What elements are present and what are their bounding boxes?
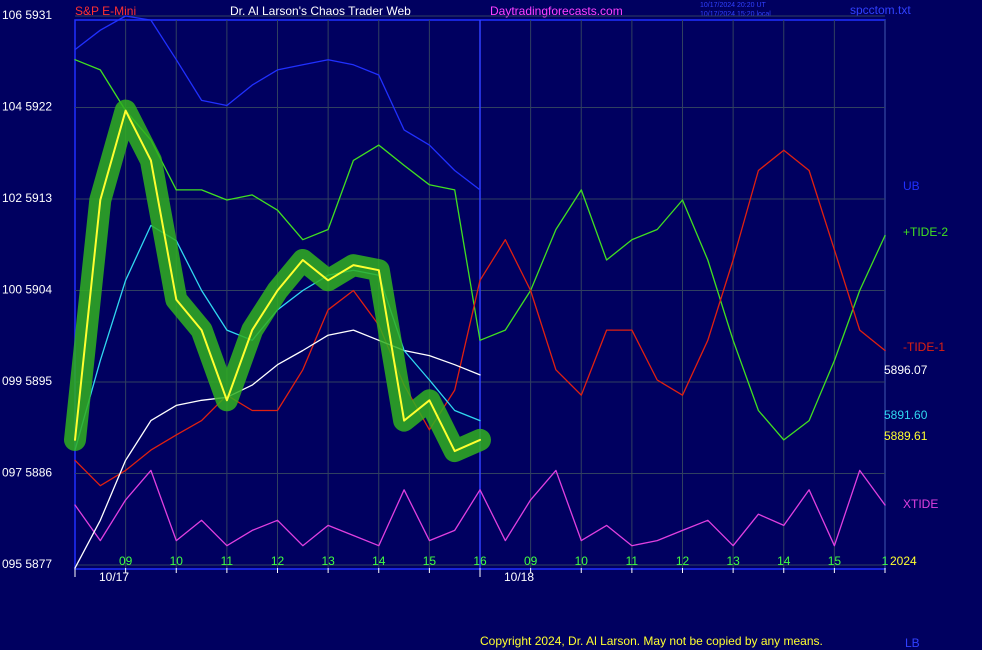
series-line <box>74 469 886 547</box>
timestamp: 10/17/2024 20:20 UT <box>700 2 766 9</box>
x-tick-label: 09 <box>119 554 133 568</box>
y-tick-label: 104 5922 <box>2 100 52 114</box>
x-tick-label: 13 <box>321 554 335 568</box>
x-tick-label: 11 <box>221 554 234 568</box>
x-tick-label: 14 <box>372 554 386 568</box>
y-tick-label: 099 5895 <box>2 374 52 388</box>
year-label: 2024 <box>890 554 917 568</box>
file-name: spcctom.txt <box>850 3 911 17</box>
series-line <box>74 59 886 441</box>
series-line <box>74 149 886 487</box>
series-line <box>74 15 481 191</box>
x-tick-label: 13 <box>726 554 740 568</box>
date-label: 10/17 <box>99 570 129 584</box>
last-value-label: 5891.60 <box>884 408 928 422</box>
site-name: Daytradingforecasts.com <box>490 4 623 18</box>
x-tick-label: 10 <box>575 554 589 568</box>
x-tick-label: 1 <box>882 554 889 568</box>
legend-entry: +TIDE-2 <box>903 225 948 239</box>
x-tick-label: 11 <box>626 554 639 568</box>
y-tick-label: 100 5904 <box>2 283 52 297</box>
legend-entry: -TIDE-1 <box>903 340 945 354</box>
series-line <box>74 329 481 569</box>
copyright: Copyright 2024, Dr. Al Larson. May not b… <box>480 634 823 648</box>
series-line <box>74 109 481 453</box>
y-tick-label: 102 5913 <box>2 191 52 205</box>
x-tick-label: 14 <box>777 554 791 568</box>
last-value-label: 5889.61 <box>884 429 928 443</box>
x-tick-label: 12 <box>676 554 690 568</box>
y-tick-label: 106 5931 <box>2 8 52 22</box>
y-tick-label: 097 5886 <box>2 466 52 480</box>
timestamp: 10/17/2024 15:20 local <box>700 11 771 18</box>
date-label: 10/18 <box>504 570 534 584</box>
legend-entry: XTIDE <box>903 497 938 511</box>
chart-subtitle: S&P E-Mini <box>75 4 136 18</box>
chart-title: Dr. Al Larson's Chaos Trader Web <box>230 4 411 18</box>
last-value-label: 5896.07 <box>884 363 928 377</box>
x-tick-label: 12 <box>271 554 285 568</box>
x-tick-label: 15 <box>423 554 437 568</box>
lower-band-label: LB <box>905 636 920 650</box>
x-tick-label: 10 <box>170 554 184 568</box>
x-tick-label: 15 <box>828 554 842 568</box>
y-tick-label: 095 5877 <box>2 557 52 571</box>
legend-entry: UB <box>903 179 920 193</box>
x-tick-label: 09 <box>524 554 538 568</box>
